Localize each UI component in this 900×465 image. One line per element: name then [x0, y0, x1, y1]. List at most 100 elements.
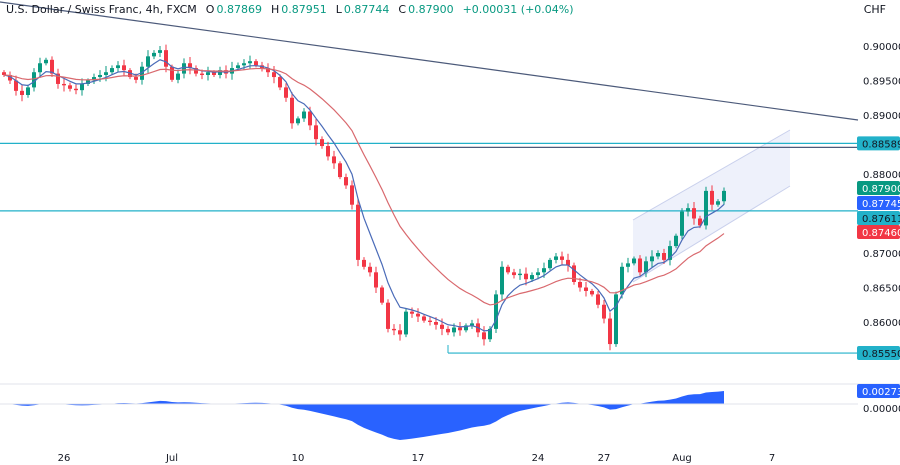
candle [110, 65, 114, 75]
candle [386, 299, 390, 333]
fast-ma-tag: 0.87745 [857, 196, 900, 210]
x-tick-label: 17 [412, 453, 425, 464]
candle-body [410, 311, 414, 314]
candle [44, 57, 48, 66]
candle-body [440, 324, 444, 329]
candle [392, 324, 396, 336]
candle-body [506, 266, 510, 273]
candle [92, 73, 96, 84]
candle-body [620, 266, 624, 295]
candle-body [2, 72, 6, 75]
candle-body [494, 294, 498, 329]
candle-body [470, 323, 474, 326]
candle [464, 323, 468, 333]
candle [38, 57, 42, 78]
candle [614, 291, 618, 347]
candle [50, 56, 54, 78]
fast-ma-tag-text: 0.87745 [862, 199, 900, 210]
candle-body [356, 204, 360, 260]
candle-body [710, 190, 714, 205]
candle-body [242, 63, 246, 66]
candle-body [614, 294, 618, 345]
candle-body [362, 259, 366, 267]
candle-body [554, 256, 558, 260]
open-label: O [205, 3, 215, 16]
candle [32, 68, 36, 92]
candle-body [374, 272, 378, 288]
candle-body [638, 258, 642, 273]
candle [518, 268, 522, 280]
level-tag-text: 0.85550 [862, 349, 900, 360]
candle-body [458, 327, 462, 331]
candle-body [446, 328, 450, 333]
candle [566, 253, 570, 272]
candle [296, 116, 300, 126]
symbol-header: U.S. Dollar / Swiss Franc, 4h, FXCM O 0.8… [6, 3, 576, 16]
candle-body [680, 211, 684, 236]
candle [524, 267, 528, 286]
x-tick-label: 27 [598, 453, 611, 464]
candle [560, 251, 564, 265]
candle [248, 55, 252, 69]
channel-upper-line [632, 129, 791, 221]
candle-body [266, 68, 270, 73]
candle-body [398, 330, 402, 335]
candle [62, 77, 66, 92]
candle [350, 180, 354, 210]
oscillator-area [0, 391, 724, 440]
last-price-tag: 0.87900 [857, 181, 900, 195]
candle-body [278, 77, 282, 88]
candle-body [608, 318, 612, 345]
candle [572, 262, 576, 285]
change-value: +0.00031 (+0.04%) [462, 3, 574, 16]
candle [332, 150, 336, 169]
candle-body [74, 88, 78, 91]
candle [368, 262, 372, 277]
candle-body [146, 56, 150, 67]
candle-body [32, 72, 36, 88]
candle [272, 66, 276, 84]
candle [626, 257, 630, 273]
candle-body [386, 302, 390, 329]
candle [500, 261, 504, 300]
candle [326, 141, 330, 161]
x-tick-label: 10 [292, 453, 305, 464]
candle [458, 322, 462, 336]
candle-body [164, 50, 168, 67]
candle-body [314, 125, 318, 140]
candle-body [86, 80, 90, 84]
candle [356, 198, 360, 267]
candle-body [194, 68, 198, 74]
candle [644, 256, 648, 278]
level-tag: 0.85550 [857, 346, 900, 361]
candle [638, 255, 642, 276]
candle [56, 68, 60, 89]
candle [374, 266, 378, 294]
currency-label: CHF [863, 3, 886, 16]
candle-body [338, 163, 342, 178]
candle [182, 58, 186, 79]
candle [584, 281, 588, 297]
level-tag-bg [857, 211, 900, 225]
candle-body [404, 311, 408, 335]
candle [2, 70, 6, 78]
candle [668, 240, 672, 266]
candle-body [434, 322, 438, 325]
candle-body [452, 327, 456, 333]
candle-body [350, 185, 354, 205]
candle [470, 319, 474, 329]
candle [188, 57, 192, 75]
candle-body [296, 118, 300, 124]
candle-body [272, 72, 276, 78]
candle-body [290, 97, 294, 124]
candle-body [80, 83, 84, 91]
candle [674, 233, 678, 249]
candle-body [632, 258, 636, 264]
candle [632, 256, 636, 266]
candle [8, 71, 12, 84]
candle [362, 257, 366, 270]
candle [494, 290, 498, 334]
high-value: 0.87951 [281, 3, 327, 16]
